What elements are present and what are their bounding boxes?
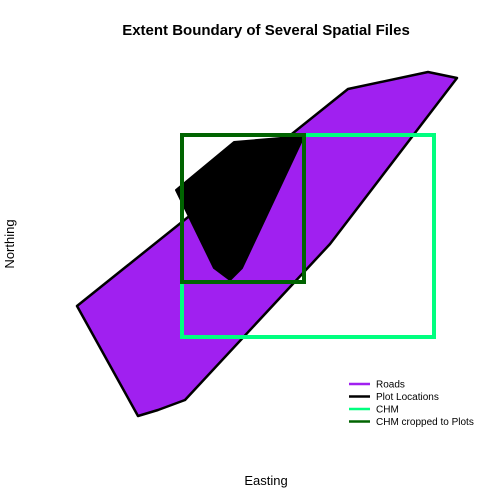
y-axis-label: Northing [2,219,17,268]
legend-label-chm: CHM [376,405,399,416]
chart-title: Extent Boundary of Several Spatial Files [122,22,410,39]
legend-label-chm-cropped-to-plots: CHM cropped to Plots [376,417,474,428]
roads-layer [75,70,459,418]
x-axis-label: Easting [244,473,287,488]
legend-label-plot-locations: Plot Locations [376,392,439,403]
legend-label-roads: Roads [376,380,405,391]
chm-cropped-to-plots-layer [180,133,306,284]
plot-layers [75,70,459,418]
plot-locations-layer [175,135,305,281]
